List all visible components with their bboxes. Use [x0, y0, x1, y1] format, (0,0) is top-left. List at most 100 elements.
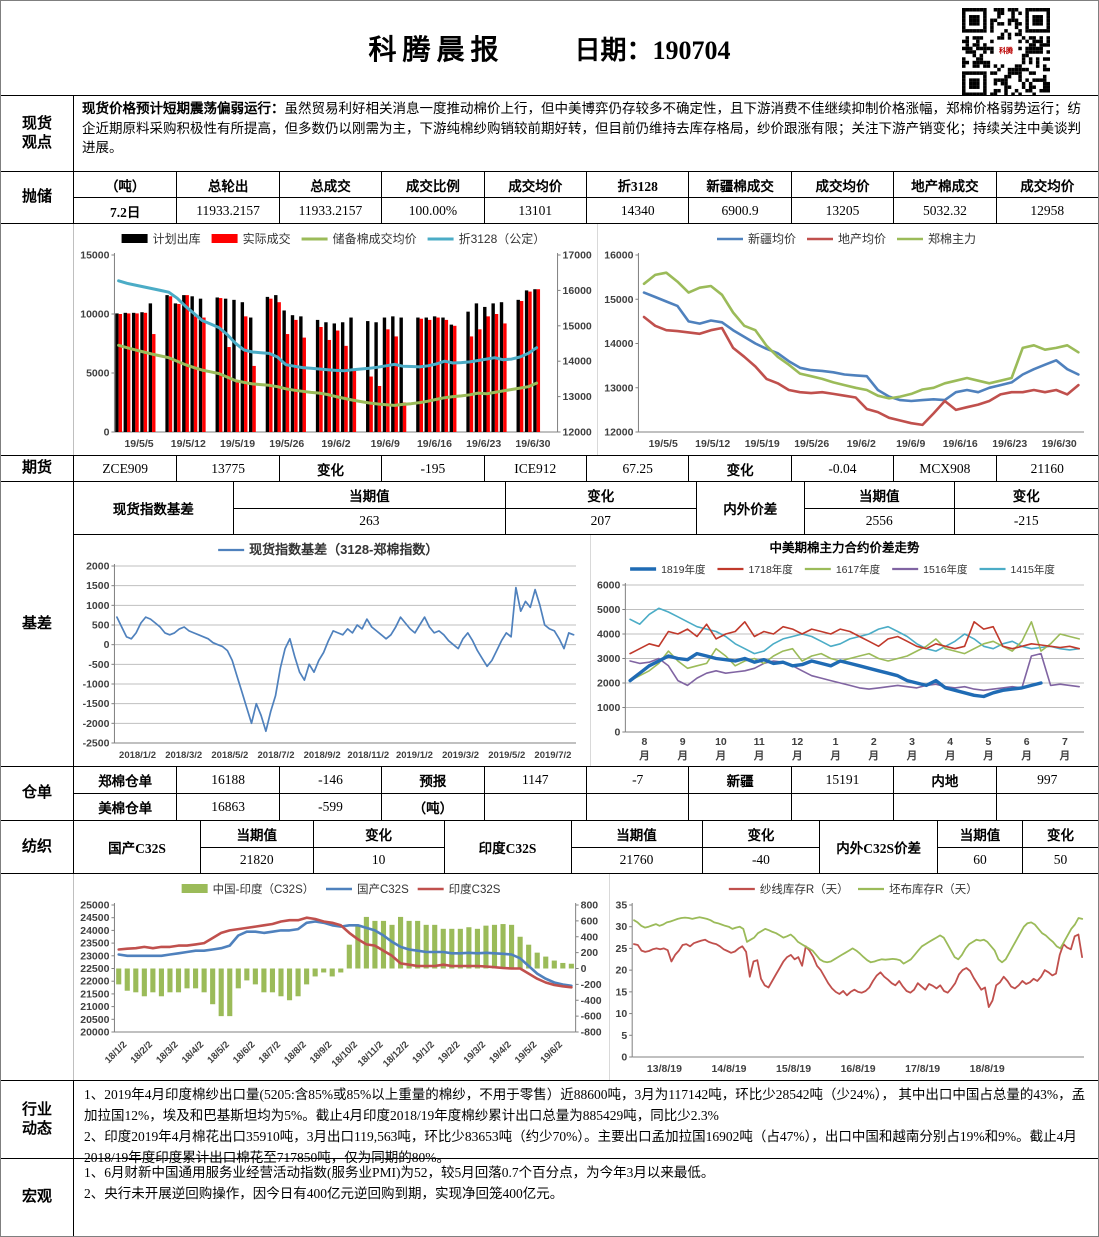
svg-text:2000: 2000: [597, 678, 621, 690]
chart-inventory-days: 纱线库存R（天） 坯布库存R（天） 0 5 10 15 20 25 30 35 13/8/19 14/…: [609, 874, 1098, 1080]
svg-text:19/5/12: 19/5/12: [695, 438, 730, 450]
svg-text:23500: 23500: [80, 938, 109, 950]
cangdan-cell: -599: [278, 794, 381, 820]
basis-chg-value: 207: [590, 513, 611, 529]
futures-cell: -195: [381, 456, 483, 481]
svg-text:19/6/23: 19/6/23: [992, 438, 1027, 450]
svg-text:13000: 13000: [604, 382, 633, 394]
svg-text:19/6/9: 19/6/9: [371, 438, 400, 450]
svg-text:600: 600: [581, 915, 599, 927]
textile-chg-value: -40: [751, 852, 770, 868]
svg-text:18/6/2: 18/6/2: [231, 1039, 257, 1065]
svg-text:16000: 16000: [563, 285, 592, 297]
svg-text:10: 10: [715, 736, 727, 748]
paochu-data-row: 7.2日 11933.2157 11933.2157 100.00% 13101…: [74, 197, 1098, 223]
section-macro: 宏观 1、6月财新中国通用服务业经营活动指数(服务业PMI)为52，较5月回落0…: [1, 1158, 1098, 1236]
macro-line: 2、央行未开展逆回购操作，因今日有400亿元逆回购到期，实现净回笼400亿元。: [84, 1185, 564, 1201]
section-reserve-auction: 抛储 （吨） 总轮出 总成交 成交比例 成交均价 折3128 新疆棉成交 成交均…: [1, 171, 1098, 223]
svg-text:19/5/19: 19/5/19: [220, 438, 255, 450]
cangdan-cell: [995, 794, 1098, 820]
section-futures: 期货 ZCE909 13775 变化 -195 ICE912 67.25 变化 …: [1, 455, 1098, 481]
paochu-cell: 12958: [995, 198, 1098, 223]
svg-text:2018/9/2: 2018/9/2: [304, 750, 341, 761]
svg-text:19/5/5: 19/5/5: [649, 438, 678, 450]
report-date: 日期：190704: [574, 35, 731, 65]
svg-text:19/5/26: 19/5/26: [269, 438, 304, 450]
svg-text:18/3/2: 18/3/2: [154, 1039, 180, 1065]
section-label-hongguan: 宏观: [1, 1159, 74, 1236]
svg-text:-800: -800: [581, 1027, 602, 1039]
textile-table: 国产C32S 当期值 21820 变化 10 印度C32S 当期值 21760 …: [74, 821, 1098, 873]
svg-text:纱线库存R（天）: 纱线库存R（天）: [760, 882, 849, 896]
svg-text:18/1/2: 18/1/2: [103, 1039, 129, 1065]
cangdan-cell: 新疆: [688, 767, 790, 793]
svg-text:1415年度: 1415年度: [1011, 563, 1056, 576]
paochu-header: 成交比例: [381, 172, 483, 197]
cangdan-cell: [790, 794, 893, 820]
svg-text:500: 500: [92, 620, 110, 632]
section-industry-news: 行业动态 1、2019年4月印度棉纱出口量(5205:含85%或85%以上重量的…: [1, 1080, 1098, 1165]
futures-row: ZCE909 13775 变化 -195 ICE912 67.25 变化 -0.…: [74, 456, 1098, 481]
svg-text:19/3/2: 19/3/2: [462, 1039, 488, 1065]
paochu-header: 折3128: [586, 172, 688, 197]
svg-text:19/6/16: 19/6/16: [943, 438, 978, 450]
textile-cur-value: 60: [973, 852, 987, 868]
svg-text:中国-印度（C32S）: 中国-印度（C32S）: [213, 882, 315, 896]
svg-text:15/8/19: 15/8/19: [776, 1063, 811, 1075]
svg-text:月: 月: [944, 750, 956, 762]
svg-text:4000: 4000: [597, 629, 621, 641]
textile-chg-label: 变化: [1023, 821, 1098, 848]
svg-text:10: 10: [615, 1008, 627, 1020]
cangdan-cell: 16863: [176, 794, 278, 820]
paochu-cell: 11933.2157: [278, 198, 381, 223]
svg-text:-2000: -2000: [83, 718, 110, 730]
svg-text:坯布库存R（天）: 坯布库存R（天）: [889, 882, 978, 896]
chart-row-basis: 现货指数基差（3128-郑棉指数） -2500 -2000 -1500 -1000 -50…: [74, 534, 1098, 766]
svg-text:2018/11/2: 2018/11/2: [347, 750, 389, 761]
industry-news-line: 2、印度2019年4月棉花出口35910吨，3月出口119,563吨，环比少83…: [84, 1128, 1077, 1165]
svg-text:月: 月: [791, 750, 803, 762]
paochu-header: 总成交: [278, 172, 381, 197]
svg-text:19/5/12: 19/5/12: [171, 438, 206, 450]
svg-text:19/6/2: 19/6/2: [847, 438, 876, 450]
svg-text:19/6/2: 19/6/2: [321, 438, 350, 450]
section-label-hangye: 行业动态: [1, 1081, 74, 1158]
cangdan-cell: 预报: [381, 767, 483, 793]
svg-text:-1000: -1000: [83, 679, 110, 691]
textile-cur-value: 21820: [239, 852, 274, 868]
futures-cell: 变化: [278, 456, 381, 481]
svg-text:2018/5/2: 2018/5/2: [211, 750, 248, 761]
textile-chg-label: 变化: [313, 821, 444, 848]
svg-text:-600: -600: [581, 1011, 602, 1023]
svg-text:22000: 22000: [80, 976, 109, 988]
macro-line: 1、6月财新中国通用服务业经营活动指数(服务业PMI)为52，较5月回落0.7个…: [84, 1165, 715, 1180]
svg-text:月: 月: [1059, 750, 1071, 762]
svg-text:2: 2: [871, 736, 877, 748]
svg-text:1718年度: 1718年度: [748, 563, 793, 576]
svg-text:25: 25: [615, 943, 627, 955]
svg-text:2000: 2000: [86, 561, 110, 573]
svg-text:18/10/2: 18/10/2: [330, 1039, 360, 1069]
cangdan-cell: 15191: [790, 767, 893, 793]
section-label-qihuo: 期货: [1, 456, 74, 481]
svg-text:19/6/30: 19/6/30: [1042, 438, 1077, 450]
svg-text:-1500: -1500: [83, 698, 110, 710]
textile-name: 内外C32S价差: [819, 821, 937, 873]
svg-text:18/8/2: 18/8/2: [282, 1039, 308, 1065]
textile-cur-value: 21760: [619, 852, 654, 868]
spot-view-text: 现货价格预计短期震荡偏弱运行：虽然贸易利好相关消息一度推动棉价上行，但中美博弈仍…: [74, 96, 1098, 171]
chart-row-reserve: 计划出库 实际成交 储备棉成交均价 折3128（公定） 0 5000 10000 15000 1…: [1, 223, 1098, 455]
textile-name: 国产C32S: [108, 841, 166, 856]
svg-text:3000: 3000: [597, 653, 621, 665]
svg-text:1516年度: 1516年度: [923, 563, 968, 576]
svg-text:24000: 24000: [80, 925, 109, 937]
svg-text:24500: 24500: [80, 912, 109, 924]
paochu-cell: 7.2日: [110, 204, 141, 220]
svg-text:14/8/19: 14/8/19: [711, 1063, 746, 1075]
futures-cell: ICE912: [483, 456, 586, 481]
svg-text:2019/3/2: 2019/3/2: [442, 750, 479, 761]
svg-text:2019/7/2: 2019/7/2: [534, 750, 571, 761]
svg-text:郑棉主力: 郑棉主力: [928, 231, 976, 246]
paochu-cell: 6900.9: [688, 198, 790, 223]
spot-view-body: 虽然贸易利好相关消息一度推动棉价上行，但中美博弈仍存较多不确定性，且下游消费不佳…: [82, 101, 1081, 156]
